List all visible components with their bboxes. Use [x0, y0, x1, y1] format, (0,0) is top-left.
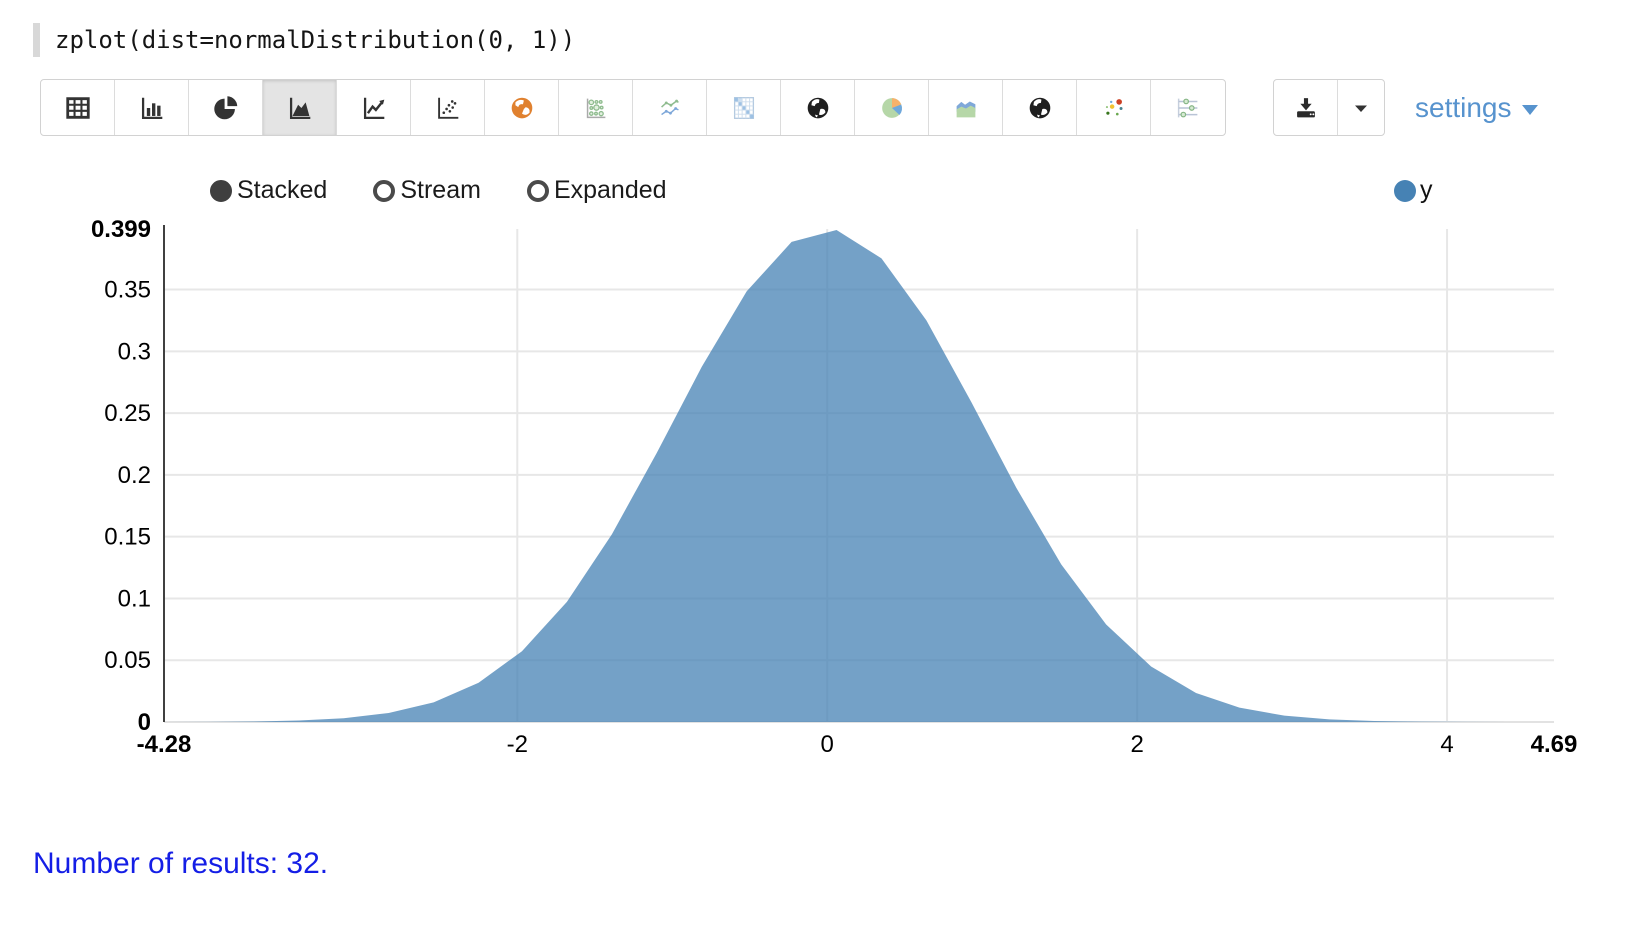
area-chart-colored-button[interactable]: [929, 80, 1003, 135]
code-text[interactable]: zplot(dist=normalDistribution(0, 1)): [55, 26, 576, 54]
x-axis-label: 0: [821, 731, 834, 758]
radio-stacked[interactable]: Stacked: [210, 176, 327, 205]
area-chart-colored-icon: [951, 93, 981, 123]
settings-toggle[interactable]: settings: [1415, 79, 1539, 136]
y-axis-label: 0: [138, 709, 151, 736]
pie-chart-button[interactable]: [189, 80, 263, 135]
area-style-controls: Stacked Stream Expanded: [210, 176, 667, 205]
radio-stream[interactable]: Stream: [373, 176, 481, 205]
y-axis-label: 0.1: [118, 585, 151, 612]
pie-chart-colored-button[interactable]: [855, 80, 929, 135]
table-icon: [63, 94, 93, 122]
globe-dark-icon: [803, 93, 833, 123]
x-axis-label: -2: [507, 731, 528, 758]
scatter-plot-button[interactable]: [411, 80, 485, 135]
y-axis-label: 0.35: [104, 277, 151, 304]
scatter-plot-icon: [433, 93, 463, 123]
line-chart-icon: [359, 93, 389, 123]
legend-item-y[interactable]: y: [1394, 176, 1433, 205]
radio-expanded[interactable]: Expanded: [526, 176, 667, 205]
world-map-2-button[interactable]: [1003, 80, 1077, 135]
visualization-toolbar: settings: [40, 79, 1636, 136]
radio-label: Stream: [400, 176, 481, 204]
y-axis-label: 0.2: [118, 462, 151, 489]
x-axis-label: 4.69: [1531, 731, 1578, 758]
download-button[interactable]: [1274, 80, 1338, 135]
x-axis-label: 4: [1440, 731, 1453, 758]
radio-circle-icon: [526, 179, 549, 202]
pie-chart-icon: [211, 93, 241, 123]
heatmap-button[interactable]: [707, 80, 781, 135]
multi-line-chart-icon: [655, 93, 685, 123]
area-series-y[interactable]: [164, 229, 1554, 723]
globe-orange-icon: [507, 93, 537, 123]
area-chart-icon: [285, 93, 315, 123]
legend-label: y: [1420, 176, 1433, 204]
y-axis-label: 0.399: [91, 216, 151, 243]
download-button-group: [1273, 79, 1385, 136]
bar-chart-button[interactable]: [115, 80, 189, 135]
download-options-button[interactable]: [1338, 80, 1384, 135]
bubble-chart-icon: [581, 93, 611, 123]
download-icon: [1291, 93, 1321, 123]
pie-chart-colored-icon: [877, 93, 907, 123]
scatter-colored-button[interactable]: [1077, 80, 1151, 135]
parallel-coordinates-button[interactable]: [1151, 80, 1225, 135]
bubble-chart-button[interactable]: [559, 80, 633, 135]
stacked-area-chart: 0 0.05 0.1 0.15 0.2 0.25 0.3 0.35 0.399 -4.28 -2 0 2…: [0, 160, 1636, 785]
paragraph-gutter-bar: [33, 23, 40, 57]
caret-down-icon: [1521, 92, 1539, 124]
caret-down-icon: [1350, 97, 1372, 119]
world-map-1-button[interactable]: [781, 80, 855, 135]
multi-line-chart-button[interactable]: [633, 80, 707, 135]
table-button[interactable]: [41, 80, 115, 135]
y-axis-label: 0.3: [118, 338, 151, 365]
geo-map-orange-button[interactable]: [485, 80, 559, 135]
radio-label: Expanded: [553, 176, 667, 204]
radio-label: Stacked: [237, 176, 328, 204]
radio-circle-icon: [373, 179, 396, 202]
line-chart-button[interactable]: [337, 80, 411, 135]
y-axis-label: 0.05: [104, 647, 151, 674]
y-axis-label: 0.15: [104, 524, 151, 551]
radio-circle-icon: [210, 179, 232, 202]
y-axis-label: 0.25: [104, 400, 151, 427]
area-chart-button[interactable]: [263, 80, 337, 135]
distribution-plot: 0 0.05 0.1 0.15 0.2 0.25 0.3 0.35 0.399 -4.28 -2 0 2…: [91, 216, 1578, 758]
code-paragraph: zplot(dist=normalDistribution(0, 1)): [33, 22, 1636, 58]
parallel-coordinates-icon: [1173, 93, 1203, 123]
bar-chart-icon: [137, 93, 167, 123]
chart-type-button-group: [40, 79, 1226, 136]
x-axis-label: 2: [1130, 731, 1143, 758]
x-axis-label: -4.28: [137, 731, 192, 758]
results-count-text: Number of results: 32.: [33, 847, 329, 880]
settings-label: settings: [1415, 91, 1512, 123]
heatmap-icon: [729, 93, 759, 123]
legend-swatch: [1394, 179, 1416, 202]
scatter-colored-icon: [1099, 93, 1129, 123]
globe-dark-icon: [1025, 93, 1055, 123]
